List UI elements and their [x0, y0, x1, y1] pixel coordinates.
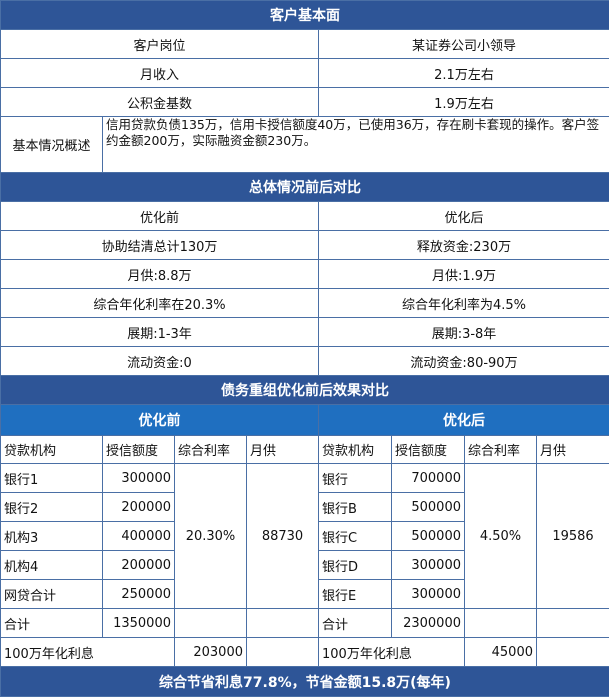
- institution-cell: 机构4: [1, 551, 103, 580]
- empty-cell: [175, 609, 247, 638]
- after-cell: 优化后: [319, 202, 609, 231]
- column-header: 综合利率: [465, 436, 537, 464]
- comparison-row: 月供:8.8万月供:1.9万: [1, 260, 609, 289]
- monthly-cell: 19586: [537, 464, 609, 609]
- column-header: 授信额度: [392, 436, 465, 464]
- total-label: 合计: [319, 609, 392, 638]
- column-header: 月供: [247, 436, 319, 464]
- interest-value: 45000: [465, 638, 537, 667]
- institution-cell: 银行B: [319, 493, 392, 522]
- amount-cell: 200000: [103, 551, 175, 580]
- amount-cell: 300000: [392, 580, 465, 609]
- institution-cell: 银行2: [1, 493, 103, 522]
- before-cell: 协助结清总计130万: [1, 231, 319, 260]
- before-header: 优化前: [1, 405, 319, 436]
- amount-cell: 200000: [103, 493, 175, 522]
- before-cell: 优化前: [1, 202, 319, 231]
- empty-cell: [537, 638, 609, 667]
- info-label: 月收入: [1, 59, 319, 88]
- institution-cell: 机构3: [1, 522, 103, 551]
- institution-cell: 银行: [319, 464, 392, 493]
- section-title-overall: 总体情况前后对比: [1, 173, 609, 202]
- info-label: 公积金基数: [1, 88, 319, 117]
- amount-cell: 300000: [103, 464, 175, 493]
- rate-cell: 20.30%: [175, 464, 247, 609]
- after-cell: 流动资金:80-90万: [319, 347, 609, 376]
- info-value: 某证券公司小领导: [319, 30, 609, 59]
- info-label: 客户岗位: [1, 30, 319, 59]
- column-header: 贷款机构: [1, 436, 103, 464]
- summary-row: 基本情况概述信用贷款负债135万，信用卡授信额度40万，已使用36万，存在刷卡套…: [1, 117, 609, 173]
- comparison-row: 展期:1-3年展期:3-8年: [1, 318, 609, 347]
- amount-cell: 500000: [392, 493, 465, 522]
- before-cell: 综合年化利率在20.3%: [1, 289, 319, 318]
- summary-text: 信用贷款负债135万，信用卡授信额度40万，已使用36万，存在刷卡套现的操作。客…: [103, 117, 609, 173]
- comparison-row: 优化前优化后: [1, 202, 609, 231]
- total-amount: 2300000: [392, 609, 465, 638]
- empty-cell: [465, 609, 537, 638]
- comparison-row: 协助结清总计130万释放资金:230万: [1, 231, 609, 260]
- rate-cell: 4.50%: [465, 464, 537, 609]
- after-header: 优化后: [319, 405, 609, 436]
- total-label: 合计: [1, 609, 103, 638]
- before-cell: 流动资金:0: [1, 347, 319, 376]
- interest-label: 100万年化利息: [1, 638, 175, 667]
- institution-cell: 银行E: [319, 580, 392, 609]
- column-header-row: 贷款机构授信额度综合利率月供贷款机构授信额度综合利率月供: [1, 436, 609, 464]
- empty-cell: [247, 609, 319, 638]
- info-row: 客户岗位某证券公司小领导: [1, 30, 609, 59]
- interest-value: 203000: [175, 638, 247, 667]
- institution-cell: 银行C: [319, 522, 392, 551]
- before-cell: 月供:8.8万: [1, 260, 319, 289]
- column-header: 综合利率: [175, 436, 247, 464]
- amount-cell: 300000: [392, 551, 465, 580]
- after-cell: 月供:1.9万: [319, 260, 609, 289]
- empty-cell: [537, 609, 609, 638]
- savings-footer: 综合节省利息77.8%，节省金额15.8万(每年): [1, 667, 609, 697]
- before-cell: 展期:1-3年: [1, 318, 319, 347]
- interest-label: 100万年化利息: [319, 638, 465, 667]
- monthly-cell: 88730: [247, 464, 319, 609]
- total-amount: 1350000: [103, 609, 175, 638]
- comparison-row: 综合年化利率在20.3%综合年化利率为4.5%: [1, 289, 609, 318]
- after-cell: 释放资金:230万: [319, 231, 609, 260]
- info-value: 1.9万左右: [319, 88, 609, 117]
- column-header: 贷款机构: [319, 436, 392, 464]
- summary-label: 基本情况概述: [1, 117, 103, 173]
- section-title-basic: 客户基本面: [1, 1, 609, 30]
- institution-cell: 银行D: [319, 551, 392, 580]
- amount-cell: 500000: [392, 522, 465, 551]
- amount-cell: 700000: [392, 464, 465, 493]
- column-header: 月供: [537, 436, 609, 464]
- info-value: 2.1万左右: [319, 59, 609, 88]
- after-cell: 展期:3-8年: [319, 318, 609, 347]
- after-cell: 综合年化利率为4.5%: [319, 289, 609, 318]
- institution-cell: 银行1: [1, 464, 103, 493]
- column-header: 授信额度: [103, 436, 175, 464]
- institution-cell: 网贷合计: [1, 580, 103, 609]
- section-title-effect: 债务重组优化前后效果对比: [1, 376, 609, 405]
- amount-cell: 250000: [103, 580, 175, 609]
- amount-cell: 400000: [103, 522, 175, 551]
- empty-cell: [247, 638, 319, 667]
